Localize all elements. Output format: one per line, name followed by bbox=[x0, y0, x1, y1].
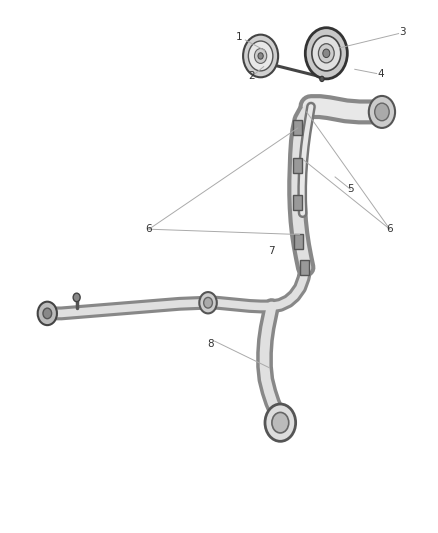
Circle shape bbox=[199, 292, 217, 313]
FancyBboxPatch shape bbox=[293, 158, 302, 173]
Circle shape bbox=[265, 404, 296, 441]
Circle shape bbox=[258, 53, 263, 59]
Circle shape bbox=[43, 308, 52, 319]
Text: 8: 8 bbox=[207, 339, 214, 349]
FancyBboxPatch shape bbox=[300, 260, 309, 275]
Circle shape bbox=[204, 297, 212, 308]
FancyBboxPatch shape bbox=[294, 234, 303, 249]
Text: 6: 6 bbox=[145, 224, 152, 234]
Circle shape bbox=[369, 96, 395, 128]
Circle shape bbox=[248, 41, 273, 71]
Circle shape bbox=[254, 49, 267, 63]
Circle shape bbox=[320, 76, 324, 82]
Text: 2: 2 bbox=[248, 71, 255, 80]
Circle shape bbox=[318, 44, 334, 63]
Text: 5: 5 bbox=[347, 184, 354, 194]
Circle shape bbox=[374, 103, 389, 121]
Text: 3: 3 bbox=[399, 27, 406, 37]
Circle shape bbox=[243, 35, 278, 77]
Circle shape bbox=[272, 413, 289, 433]
Text: 4: 4 bbox=[378, 69, 385, 78]
Circle shape bbox=[73, 293, 80, 302]
Text: 1: 1 bbox=[235, 33, 242, 42]
Circle shape bbox=[38, 302, 57, 325]
FancyBboxPatch shape bbox=[293, 120, 302, 135]
Circle shape bbox=[312, 36, 341, 71]
Text: 6: 6 bbox=[386, 224, 393, 234]
Text: 7: 7 bbox=[268, 246, 275, 255]
FancyBboxPatch shape bbox=[293, 195, 302, 210]
Circle shape bbox=[305, 28, 347, 79]
Circle shape bbox=[323, 49, 330, 58]
